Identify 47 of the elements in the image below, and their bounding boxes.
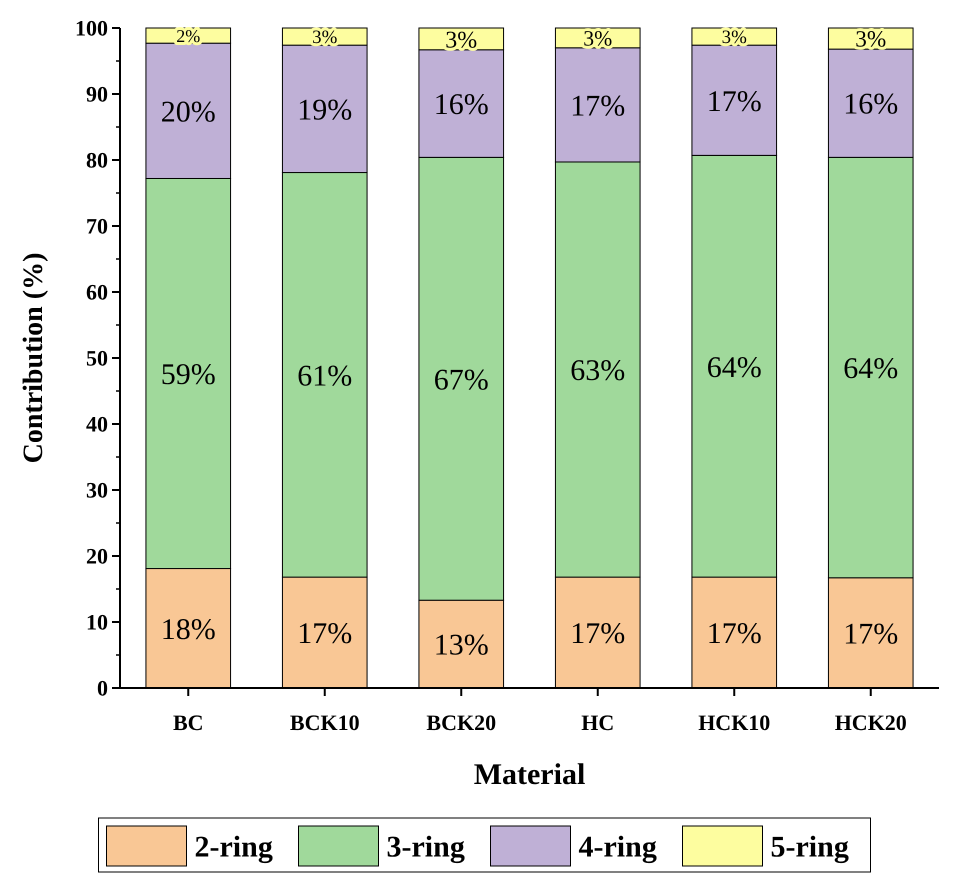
data-label: 67% xyxy=(434,363,489,396)
legend-label: 2-ring xyxy=(194,830,273,864)
data-label: 17% xyxy=(843,617,898,650)
x-tick-label: HCK20 xyxy=(834,710,907,735)
data-label: 59% xyxy=(160,358,216,392)
data-label: 3% xyxy=(855,26,886,53)
y-tick-label: 80 xyxy=(86,148,108,173)
data-label: 17% xyxy=(570,89,626,122)
y-tick-label: 70 xyxy=(86,214,108,239)
data-label: 18% xyxy=(160,612,216,646)
data-label: 61% xyxy=(297,359,352,392)
data-label: 3% xyxy=(722,27,748,48)
y-tick-label: 90 xyxy=(86,82,108,107)
data-label: 17% xyxy=(570,617,626,650)
y-tick-label: 60 xyxy=(86,280,108,305)
data-label: 17% xyxy=(706,617,762,650)
data-label: 13% xyxy=(434,628,489,662)
y-tick-label: 0 xyxy=(97,676,108,701)
legend-label: 5-ring xyxy=(770,830,849,864)
y-tick-label: 30 xyxy=(86,478,108,503)
legend-label: 4-ring xyxy=(578,830,657,864)
data-label: 3% xyxy=(583,26,612,51)
x-axis-title: Material xyxy=(474,758,586,791)
data-label: 63% xyxy=(570,354,626,388)
y-tick-label: 50 xyxy=(86,346,108,371)
data-label: 16% xyxy=(434,88,489,122)
data-label: 20% xyxy=(160,95,216,128)
x-tick-label: BC xyxy=(172,710,204,735)
data-label: 16% xyxy=(843,88,898,121)
x-tick-label: BCK20 xyxy=(426,710,496,735)
y-tick-label: 20 xyxy=(86,544,108,569)
data-label: 17% xyxy=(706,84,762,118)
x-tick-label: BCK10 xyxy=(290,710,360,735)
data-label: 17% xyxy=(297,617,352,650)
data-label: 64% xyxy=(706,350,762,384)
x-tick-label: HCK10 xyxy=(698,710,770,735)
y-tick-label: 100 xyxy=(75,16,108,41)
data-label: 2% xyxy=(176,26,200,46)
y-tick-label: 10 xyxy=(86,610,108,635)
y-axis-title: Contribution (%) xyxy=(18,252,49,464)
y-tick-label: 40 xyxy=(86,412,108,437)
legend-label: 3-ring xyxy=(386,830,465,864)
data-label: 19% xyxy=(297,93,352,126)
data-label: 3% xyxy=(445,27,478,54)
x-tick-label: HC xyxy=(581,710,614,735)
data-label: 3% xyxy=(312,27,338,48)
data-label: 64% xyxy=(843,352,898,386)
